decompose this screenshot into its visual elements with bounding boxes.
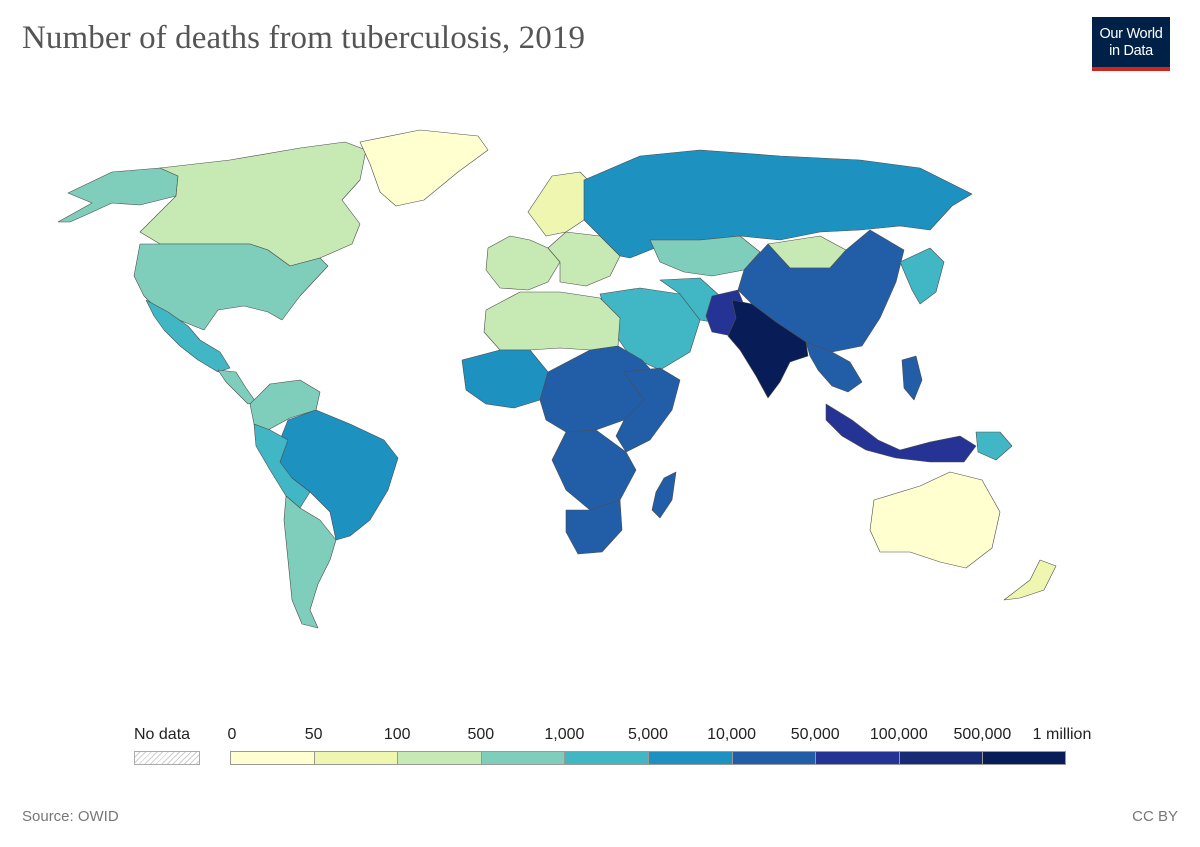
map-region-new-zealand[interactable] — [1003, 559, 1057, 601]
legend-swatch[interactable] — [898, 751, 983, 765]
legend-tick-label: 100 — [383, 726, 411, 743]
legend-swatch[interactable] — [648, 751, 732, 765]
map-region-japan-korea[interactable] — [899, 247, 945, 305]
legend-swatch[interactable] — [815, 751, 899, 765]
legend-swatch[interactable] — [230, 751, 314, 765]
legend-no-data-swatch[interactable] — [134, 751, 200, 765]
legend-tick-label: 500 — [467, 726, 495, 743]
owid-logo[interactable]: Our World in Data — [1092, 17, 1170, 71]
map-region-greenland[interactable] — [359, 129, 489, 207]
map-region-europe-east[interactable] — [547, 231, 621, 287]
chart-title: Number of deaths from tuberculosis, 2019 — [22, 20, 586, 56]
logo-line-2: in Data — [1109, 43, 1153, 59]
map-region-papua[interactable] — [975, 431, 1013, 461]
map-region-north-africa[interactable] — [483, 291, 621, 351]
map-region-australia[interactable] — [869, 471, 1001, 569]
legend-swatch[interactable] — [982, 751, 1066, 765]
source-note[interactable]: Source: OWID — [22, 808, 119, 825]
map-region-south-africa[interactable] — [565, 499, 623, 555]
legend-swatch[interactable] — [480, 751, 565, 765]
legend-tick-label: 50 — [304, 726, 323, 743]
map-region-russia[interactable] — [583, 149, 973, 259]
legend-swatch[interactable] — [731, 751, 816, 765]
logo-line-1: Our World — [1099, 26, 1163, 42]
license-link[interactable]: CC BY — [1132, 808, 1178, 825]
map-region-argentina-chile[interactable] — [283, 495, 337, 629]
map-region-philippines[interactable] — [901, 355, 923, 401]
map-region-alaska[interactable] — [57, 167, 179, 223]
map-region-indonesia[interactable] — [825, 403, 977, 463]
legend-tick-label: 5,000 — [627, 726, 669, 743]
map-region-europe-west[interactable] — [485, 235, 561, 291]
map-region-east-africa[interactable] — [615, 367, 681, 453]
legend-tick-label: 0 — [227, 726, 237, 743]
map-region-peru-bolivia[interactable] — [253, 423, 311, 509]
map-region-central-america[interactable] — [217, 369, 257, 405]
map-region-southeast-asia[interactable] — [805, 341, 863, 393]
legend-no-data-label: No data — [134, 726, 191, 743]
map-region-india[interactable] — [727, 299, 809, 399]
legend-tick-label: 500,000 — [953, 726, 1012, 743]
legend-swatch[interactable] — [313, 751, 398, 765]
legend-tick-label: 1 million — [1032, 726, 1092, 743]
legend-swatch[interactable] — [564, 751, 648, 765]
legend-swatch[interactable] — [397, 751, 481, 765]
legend-tick-label: 100,000 — [869, 726, 928, 743]
legend-tick-label: 10,000 — [707, 726, 757, 743]
map-region-kazakhstan[interactable] — [649, 235, 761, 277]
map-region-mexico[interactable] — [145, 299, 231, 373]
map-region-west-africa[interactable] — [461, 349, 549, 409]
legend-tick-label: 50,000 — [790, 726, 840, 743]
legend-tick-label: 1,000 — [544, 726, 585, 743]
map-region-madagascar[interactable] — [651, 471, 677, 519]
